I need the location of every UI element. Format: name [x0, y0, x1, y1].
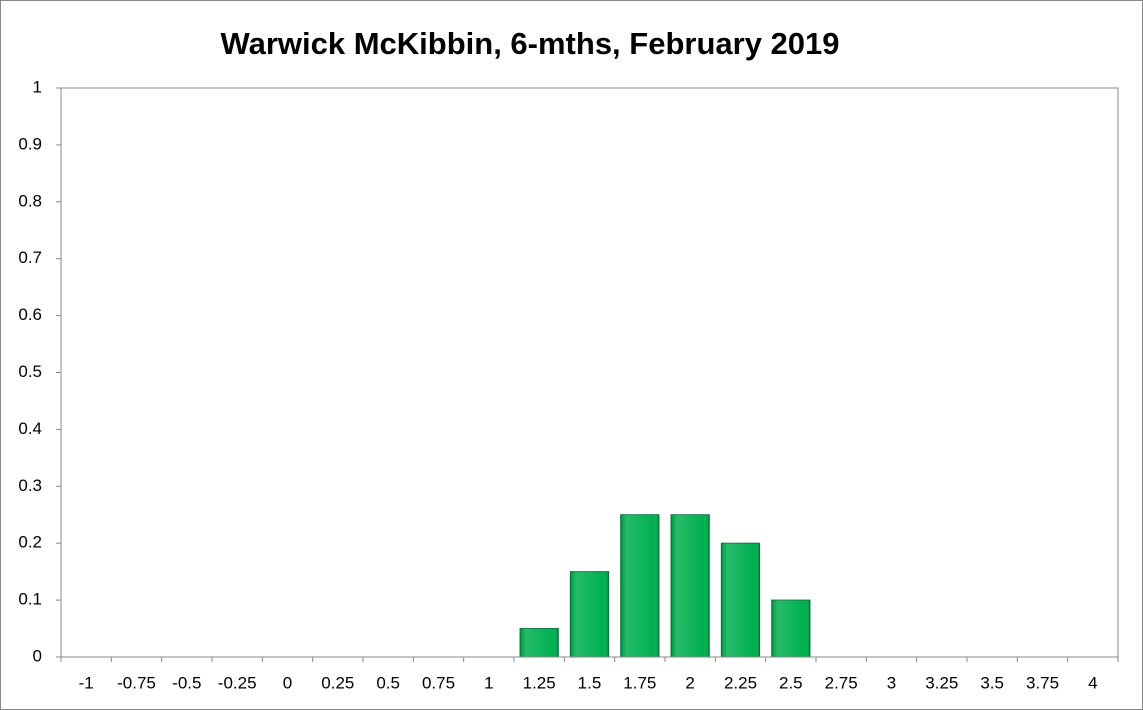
x-tick-label: 2.75	[825, 673, 858, 692]
x-tick-label: 0.75	[422, 673, 455, 692]
x-tick-label: 0	[283, 673, 292, 692]
x-tick-label: 0.5	[376, 673, 400, 692]
y-tick-label: 0.2	[18, 533, 42, 552]
x-tick-label: -0.5	[172, 673, 201, 692]
x-tick-label: 3.5	[980, 673, 1004, 692]
y-tick-label: 0	[33, 646, 42, 665]
y-tick-label: 0.7	[18, 248, 42, 267]
x-tick-label: 2.25	[724, 673, 757, 692]
bar-shine	[620, 514, 659, 657]
x-tick-label: 3.25	[925, 673, 958, 692]
bar-shine	[721, 543, 760, 657]
y-tick-label: 0.8	[18, 191, 42, 210]
x-tick-label: 3	[887, 673, 896, 692]
x-tick-label: 2	[685, 673, 694, 692]
x-tick-label: 2.5	[779, 673, 803, 692]
x-tick-label: 0.25	[321, 673, 354, 692]
bar-shine	[520, 628, 559, 657]
x-tick-label: 1	[484, 673, 493, 692]
bar-shine	[570, 571, 609, 657]
y-tick-label: 0.4	[18, 419, 42, 438]
x-tick-label: 1.25	[523, 673, 556, 692]
x-tick-label: -0.75	[117, 673, 156, 692]
chart-title: Warwick McKibbin, 6-mths, February 2019	[220, 26, 839, 61]
bar-shine	[671, 514, 710, 657]
x-tick-label: -0.25	[218, 673, 257, 692]
x-tick-label: 3.75	[1026, 673, 1059, 692]
y-tick-label: 0.5	[18, 362, 42, 381]
y-tick-label: 1	[33, 77, 42, 96]
y-tick-label: 0.6	[18, 305, 42, 324]
y-tick-label: 0.1	[18, 590, 42, 609]
x-tick-label: -1	[79, 673, 94, 692]
y-tick-label: 0.9	[18, 134, 42, 153]
x-tick-label: 4	[1088, 673, 1097, 692]
y-tick-label: 0.3	[18, 476, 42, 495]
x-tick-label: 1.5	[578, 673, 602, 692]
x-tick-label: 1.75	[623, 673, 656, 692]
bar-shine	[771, 600, 810, 657]
